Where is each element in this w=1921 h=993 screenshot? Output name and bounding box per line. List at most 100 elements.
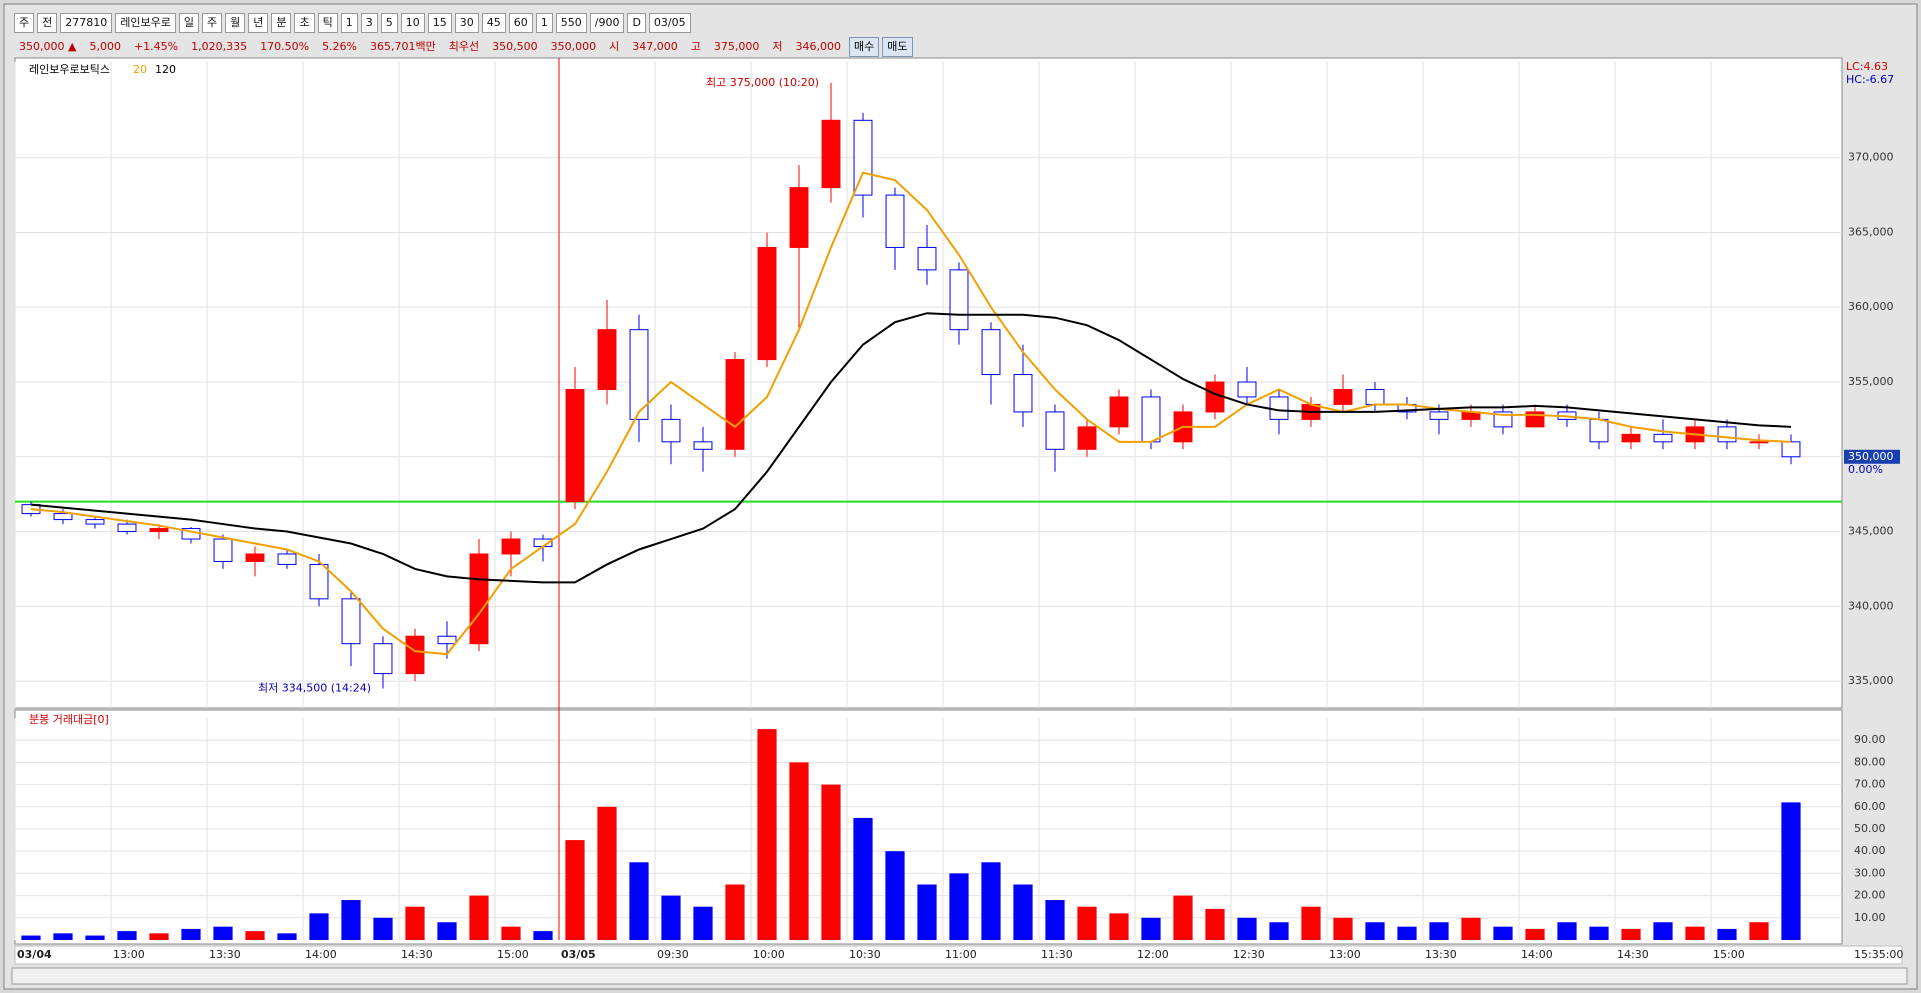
volume-bar bbox=[533, 931, 553, 940]
x-tick-label: 12:00 bbox=[1137, 948, 1169, 961]
toolbar-button[interactable]: 15 bbox=[427, 13, 452, 33]
volume-title: 분봉 거래대금[0] bbox=[29, 713, 109, 726]
quote-field: 347,000 bbox=[632, 40, 678, 53]
x-tick-label: 13:30 bbox=[209, 948, 241, 961]
max-annotation: 최고 375,000 (10:20) bbox=[706, 76, 819, 89]
quote-field: 346,000 bbox=[795, 40, 842, 53]
x-tick-label: 03/05 bbox=[561, 948, 596, 961]
quote-field: 350,500 bbox=[492, 40, 538, 53]
volume-bar bbox=[1781, 802, 1801, 940]
toolbar-button[interactable]: 전 bbox=[37, 13, 58, 33]
toolbar-button[interactable]: /900 bbox=[589, 13, 625, 33]
candle-body bbox=[1717, 426, 1737, 443]
lc-label: LC:4.63 bbox=[1846, 60, 1888, 73]
toolbar-button[interactable]: 5 bbox=[380, 13, 398, 33]
candle-body bbox=[149, 528, 169, 533]
toolbar-button[interactable]: 30 bbox=[454, 13, 479, 33]
x-end-label: 15:35:00 bbox=[1854, 948, 1903, 961]
volume-bar bbox=[1205, 908, 1225, 940]
candle-body bbox=[917, 246, 937, 271]
volume-bar bbox=[309, 913, 329, 940]
quote-field: 고 bbox=[690, 40, 701, 53]
volume-bar bbox=[757, 729, 777, 940]
quote-field: 350,000 ▲ bbox=[19, 40, 77, 53]
quote-field: 5,000 bbox=[89, 40, 121, 53]
toolbar-button[interactable]: 일 bbox=[178, 13, 199, 33]
volume-bar bbox=[1173, 895, 1193, 940]
volume-bar bbox=[821, 784, 841, 940]
volume-bar bbox=[1237, 917, 1257, 940]
legend-entry: 20 bbox=[133, 63, 147, 76]
candle-body bbox=[405, 635, 425, 675]
volume-bar bbox=[501, 926, 521, 940]
candle-body bbox=[53, 513, 73, 521]
volume-bar bbox=[565, 840, 585, 940]
toolbar-button[interactable]: 월 bbox=[225, 13, 246, 33]
volume-bar bbox=[1685, 926, 1705, 940]
toolbar-button[interactable]: 10 bbox=[400, 13, 425, 33]
volume-bar bbox=[1589, 926, 1609, 940]
toolbar-button[interactable]: 3 bbox=[360, 13, 378, 33]
candle-body bbox=[1365, 388, 1385, 405]
volume-bar bbox=[1077, 906, 1097, 940]
volume-bar bbox=[981, 862, 1001, 940]
candle-body bbox=[789, 187, 809, 248]
volume-bar bbox=[1653, 922, 1673, 940]
y-tick-label: 40.00 bbox=[1854, 844, 1886, 857]
y-tick-label: 370,000 bbox=[1848, 151, 1894, 164]
x-tick-label: 09:30 bbox=[657, 948, 689, 961]
toolbar-button[interactable]: 년 bbox=[248, 13, 269, 33]
toolbar-button[interactable]: 277810 bbox=[60, 13, 113, 33]
toolbar-button[interactable]: 레인보우로 bbox=[115, 13, 176, 33]
moving-average-line bbox=[30, 171, 1792, 656]
toolbar-button[interactable]: 주 bbox=[201, 13, 223, 33]
quote-field: 5.26% bbox=[322, 40, 358, 53]
candle-body bbox=[1141, 396, 1161, 443]
x-tick-label: 11:30 bbox=[1041, 948, 1073, 961]
x-tick-label: 10:30 bbox=[849, 948, 881, 961]
toolbar-button[interactable]: 1 bbox=[340, 13, 358, 33]
x-tick-label: 14:00 bbox=[305, 948, 337, 961]
x-tick-label: 14:00 bbox=[1521, 948, 1553, 961]
volume-bar bbox=[1109, 913, 1129, 940]
toolbar-button[interactable]: 초 bbox=[294, 13, 315, 33]
candle-body bbox=[117, 523, 137, 533]
volume-bar bbox=[1013, 884, 1033, 940]
volume-bar bbox=[1301, 906, 1321, 940]
order-button[interactable]: 매도 bbox=[882, 37, 913, 57]
toolbar-button[interactable]: 틱 bbox=[317, 13, 338, 33]
toolbar-button[interactable]: 45 bbox=[481, 13, 506, 33]
toolbar-button[interactable]: 60 bbox=[508, 13, 533, 33]
x-tick-label: 11:00 bbox=[945, 948, 977, 961]
candle-body bbox=[1077, 426, 1097, 450]
order-button[interactable]: 매수 bbox=[849, 37, 880, 57]
quote-field: +1.45% bbox=[133, 40, 179, 53]
toolbar-button[interactable]: 1 bbox=[535, 13, 553, 33]
quote-field: 350,000 bbox=[550, 40, 597, 53]
candle-body bbox=[85, 519, 105, 525]
x-tick-label: 15:00 bbox=[497, 948, 529, 961]
toolbar-button[interactable]: 550 bbox=[555, 13, 587, 33]
candle-body bbox=[629, 329, 649, 420]
volume-bar bbox=[85, 935, 105, 940]
toolbar-button[interactable]: 분 bbox=[271, 13, 292, 33]
y-tick-label: 340,000 bbox=[1848, 599, 1894, 612]
candle-body bbox=[949, 269, 969, 331]
candle-body bbox=[725, 359, 745, 450]
volume-bar bbox=[213, 926, 233, 940]
candle-body bbox=[1269, 396, 1289, 420]
toolbar-button[interactable]: D bbox=[627, 13, 646, 33]
volume-bar bbox=[117, 931, 137, 940]
volume-bar bbox=[21, 935, 41, 940]
candle-body bbox=[821, 119, 841, 189]
x-tick-label: 13:00 bbox=[1329, 948, 1361, 961]
last-price-box bbox=[1844, 449, 1900, 464]
toolbar-button[interactable]: 주 bbox=[14, 13, 35, 33]
volume-bar bbox=[1429, 922, 1449, 940]
scrollbar[interactable] bbox=[11, 967, 1908, 985]
volume-bar bbox=[1717, 928, 1737, 940]
toolbar-button[interactable]: 03/05 bbox=[648, 13, 691, 33]
x-tick-label: 13:30 bbox=[1425, 948, 1457, 961]
